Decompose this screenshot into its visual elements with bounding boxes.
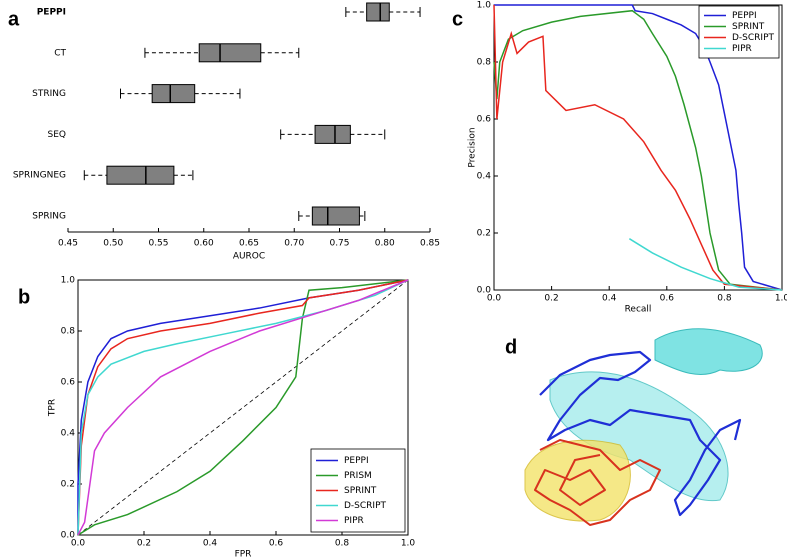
y-tick-label: 0.4 xyxy=(477,172,492,182)
series-line xyxy=(628,238,783,291)
y-tick-label: 0.2 xyxy=(477,229,491,239)
legend-label: PEPPI xyxy=(344,456,369,466)
x-tick-label: 1.0 xyxy=(401,539,416,549)
series-line xyxy=(77,279,409,536)
x-tick-label: 0.6 xyxy=(269,539,284,549)
legend-label: D-SCRIPT xyxy=(732,33,775,43)
box xyxy=(311,206,360,226)
legend-label: D-SCRIPT xyxy=(344,501,387,511)
y-tick-label: 0.6 xyxy=(477,115,492,125)
category-label: SPRINGNEG xyxy=(13,171,66,181)
y-tick-label: 0.6 xyxy=(61,378,76,388)
yellow-domain xyxy=(524,439,631,522)
x-tick-label: 0.0 xyxy=(487,294,502,304)
x-tick-label: 0.4 xyxy=(602,294,617,304)
x-tick-label: 0.60 xyxy=(194,239,214,249)
category-label: SPRING xyxy=(32,212,66,222)
x-axis-label: AUROC xyxy=(233,252,265,262)
box xyxy=(366,2,390,22)
legend-label: SPRINT xyxy=(344,486,377,496)
y-tick-label: 0.8 xyxy=(477,58,492,68)
x-tick-label: 1.0 xyxy=(775,294,787,304)
y-tick-label: 1.0 xyxy=(477,1,492,11)
red-backbone xyxy=(534,439,661,526)
plot-frame xyxy=(77,279,409,536)
legend-box xyxy=(698,5,780,59)
y-tick-label: 0.2 xyxy=(61,480,75,490)
y-tick-label: 1.0 xyxy=(61,276,76,286)
panel-label: b xyxy=(18,286,30,308)
x-tick-label: 0.6 xyxy=(660,294,675,304)
structure-image xyxy=(524,328,763,526)
box xyxy=(106,165,175,185)
box xyxy=(314,124,351,144)
y-axis-label: Precision xyxy=(468,127,478,167)
x-tick-label: 0.65 xyxy=(239,239,259,249)
helix-region xyxy=(654,328,763,376)
x-tick-label: 0.70 xyxy=(284,239,304,249)
x-tick-label: 0.2 xyxy=(137,539,151,549)
category-label: STRING xyxy=(32,89,66,99)
category-label: CT xyxy=(54,48,66,58)
x-tick-label: 0.55 xyxy=(148,239,168,249)
y-tick-label: 0.0 xyxy=(61,531,76,541)
x-tick-label: 0.75 xyxy=(329,239,349,249)
panel-label: d xyxy=(505,336,517,358)
category-label: PEPPI xyxy=(37,8,66,18)
x-tick-label: 0.8 xyxy=(335,539,350,549)
legend-label: PEPPI xyxy=(732,11,757,21)
x-tick-label: 0.50 xyxy=(103,239,123,249)
x-tick-label: 0.0 xyxy=(71,539,86,549)
legend-label: SPRINT xyxy=(732,22,765,32)
x-axis-label: Recall xyxy=(625,305,652,315)
panel-label: c xyxy=(452,8,463,30)
series-line xyxy=(77,279,409,536)
legend-label: PRISM xyxy=(344,471,372,481)
y-tick-label: 0.8 xyxy=(61,327,76,337)
x-axis-label: FPR xyxy=(235,550,252,560)
series-line xyxy=(493,9,783,291)
x-tick-label: 0.80 xyxy=(375,239,395,249)
x-tick-label: 0.45 xyxy=(58,239,78,249)
legend-label: PIPR xyxy=(344,516,364,526)
legend-label: PIPR xyxy=(732,44,752,54)
series-line xyxy=(494,4,783,291)
x-tick-label: 0.8 xyxy=(717,294,732,304)
y-tick-label: 0.4 xyxy=(61,429,76,439)
blue-backbone xyxy=(539,350,742,517)
series-line xyxy=(493,4,783,291)
x-tick-label: 0.4 xyxy=(203,539,218,549)
box xyxy=(198,43,262,63)
x-tick-label: 0.85 xyxy=(420,239,440,249)
y-axis-label: TPR xyxy=(48,399,58,417)
panel-label: a xyxy=(8,8,20,30)
y-tick-label: 0.0 xyxy=(477,286,492,296)
box xyxy=(151,84,196,104)
plot-frame xyxy=(493,4,783,291)
x-tick-label: 0.2 xyxy=(544,294,558,304)
category-label: SEQ xyxy=(48,130,66,140)
